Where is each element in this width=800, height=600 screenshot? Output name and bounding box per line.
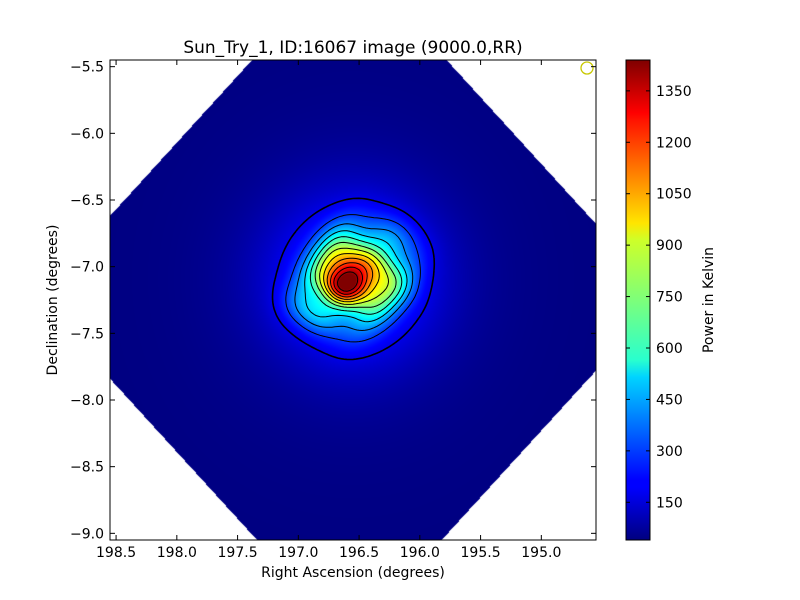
y-tick-label: −8.0 [70,393,104,409]
y-tick-label: −7.5 [70,326,104,342]
colorbar: 150 300 450 600 750 900 1050 1200 1350 [625,59,692,541]
y-tick-label: −6.0 [70,126,104,142]
contour-line [294,223,414,331]
colorbar-label: Power in Kelvin [701,247,717,353]
colorbar-tick-label: 900 [656,238,683,254]
y-axis-ticks: −5.5 −6.0 −6.5 −7.0 −7.5 −8.0 −8.5 −9.0 [70,60,596,542]
colorbar-ticks: 150 300 450 600 750 900 1050 1200 1350 [626,84,692,511]
contour-line [323,253,380,303]
x-tick-label: 195.0 [521,545,561,561]
plot-frame [109,59,597,541]
colorbar-tick-label: 450 [656,392,683,408]
colorbar-frame [625,59,651,541]
plot-area: 198.5 198.0 197.5 197.0 196.5 196.0 195.5 195.0… [70,59,597,561]
colorbar-gradient [626,60,650,540]
y-tick-label: −5.5 [70,60,104,76]
x-tick-label: 198.5 [96,545,136,561]
x-tick-label: 198.0 [157,545,197,561]
contour-line [271,197,436,361]
y-tick-label: −6.5 [70,193,104,209]
contour-line [337,271,359,292]
contour-line [285,214,421,343]
contour-line [319,247,389,305]
colorbar-tick-label: 1350 [656,84,692,100]
x-tick-label: 196.5 [339,545,379,561]
x-tick-label: 197.5 [218,545,258,561]
heatmap-image [110,60,596,540]
contour-line [333,266,363,295]
contour-line [304,230,408,323]
x-axis-label: Right Ascension (degrees) [261,565,445,581]
x-axis-ticks: 198.5 198.0 197.5 197.0 196.5 196.0 195.5 195.0 [96,60,561,561]
contour-line [309,236,403,315]
colorbar-tick-label: 1050 [656,187,692,203]
x-tick-label: 195.5 [461,545,501,561]
contour-lines [271,197,436,361]
colorbar-tick-label: 150 [656,495,683,511]
y-tick-label: −9.0 [70,526,104,542]
contour-line [314,241,397,308]
beam-marker [580,61,594,75]
colorbar-tick-label: 1200 [656,135,692,151]
y-tick-label: −7.0 [70,260,104,276]
y-tick-label: −8.5 [70,460,104,476]
contour-line [330,262,368,298]
colorbar-tick-label: 300 [656,444,683,460]
y-axis-label: Declination (degrees) [45,225,61,376]
chart-title: Sun_Try_1, ID:16067 image (9000.0,RR) [183,38,522,58]
x-tick-label: 196.0 [400,545,440,561]
colorbar-tick-label: 600 [656,341,683,357]
contour-line [326,257,374,300]
x-tick-label: 197.0 [278,545,318,561]
colorbar-tick-label: 750 [656,290,683,306]
